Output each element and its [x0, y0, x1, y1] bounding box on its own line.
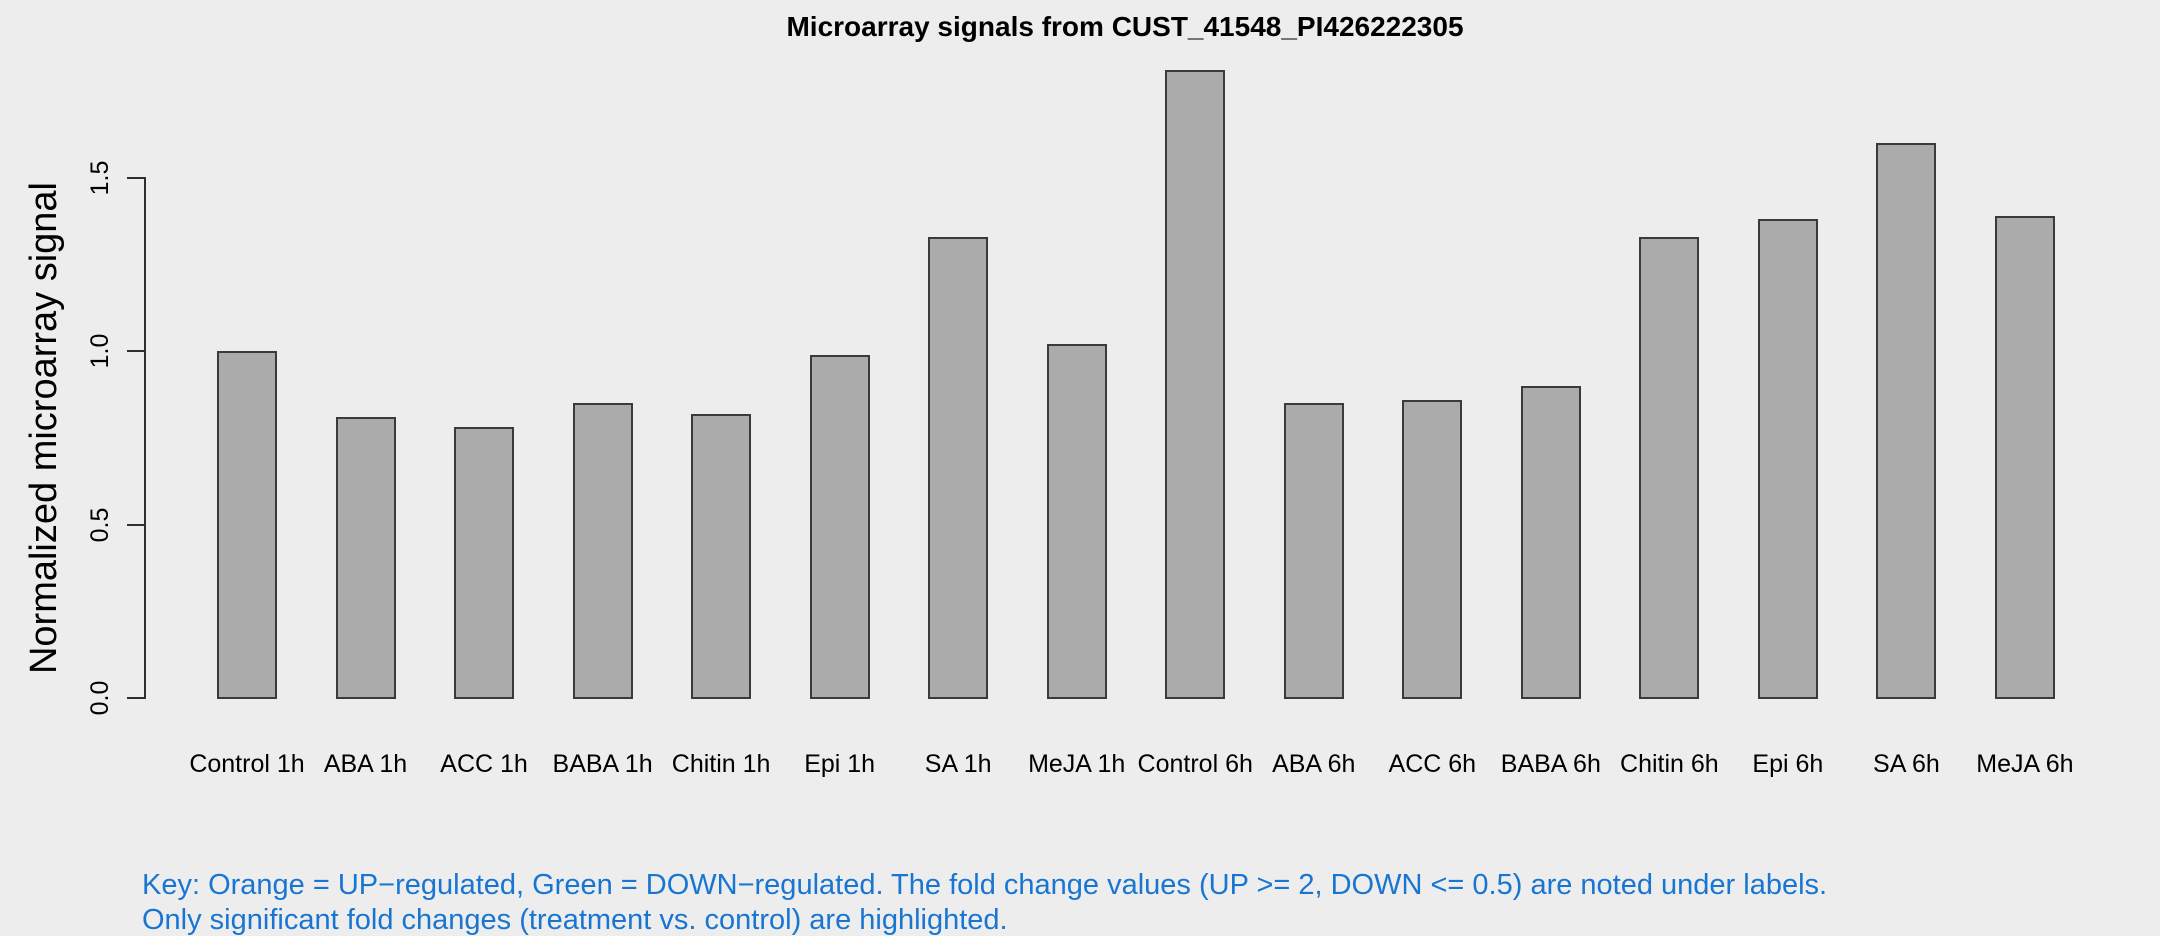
bar-control-1h — [217, 351, 277, 699]
x-tick-label-aba-6h: ABA 6h — [1272, 750, 1356, 778]
bar-chitin-1h — [691, 413, 752, 699]
bar-acc-1h — [454, 427, 515, 699]
bar-sa-1h — [928, 236, 989, 699]
bar-baba-1h — [572, 403, 633, 699]
bar-control-6h — [1165, 70, 1226, 699]
x-tick-label-baba-1h: BABA 1h — [552, 750, 653, 778]
x-tick-label-chitin-6h: Chitin 6h — [1620, 750, 1719, 778]
x-tick-label-control-6h: Control 6h — [1137, 750, 1253, 778]
y-tick-label-1.5: 1.5 — [86, 160, 114, 196]
bar-aba-6h — [1283, 403, 1344, 699]
x-tick-label-chitin-1h: Chitin 1h — [671, 750, 771, 778]
x-tick-label-sa-1h: SA 1h — [924, 750, 992, 778]
bar-meja-6h — [1994, 215, 2055, 699]
x-tick-label-meja-6h: MeJA 6h — [1976, 750, 2074, 778]
bar-epi-1h — [809, 354, 870, 699]
x-tick-label-acc-6h: ACC 6h — [1388, 750, 1477, 778]
bar-baba-6h — [1520, 385, 1581, 699]
key-text-line-1: Key: Orange = UP−regulated, Green = DOWN… — [142, 869, 1828, 901]
x-tick-label-acc-1h: ACC 1h — [440, 750, 528, 778]
x-tick-label-sa-6h: SA 6h — [1873, 750, 1940, 778]
bar-sa-6h — [1876, 143, 1937, 699]
y-tick-label-1.0: 1.0 — [86, 333, 114, 369]
x-tick-label-epi-6h: Epi 6h — [1752, 750, 1824, 778]
y-tick-mark-0.0 — [127, 697, 145, 699]
bar-acc-6h — [1402, 399, 1463, 699]
key-text-line-2: Only significant fold changes (treatment… — [142, 904, 1008, 936]
bar-meja-1h — [1046, 344, 1107, 699]
chart-title: Microarray signals from CUST_41548_PI426… — [786, 11, 1464, 42]
y-tick-mark-1.5 — [127, 176, 145, 179]
x-tick-label-baba-6h: BABA 6h — [1500, 750, 1601, 778]
y-tick-mark-0.5 — [127, 523, 145, 526]
y-axis-label: Normalized microarray signal — [23, 181, 65, 675]
x-tick-label-aba-1h: ABA 1h — [323, 750, 408, 778]
y-tick-label-0.0: 0.0 — [86, 680, 114, 716]
x-tick-label-epi-1h: Epi 1h — [804, 750, 876, 778]
bar-chitin-6h — [1639, 236, 1700, 699]
x-tick-label-meja-1h: MeJA 1h — [1028, 750, 1126, 778]
bar-aba-1h — [335, 417, 396, 699]
y-tick-label-0.5: 0.5 — [86, 507, 114, 542]
x-tick-label-control-1h: Control 1h — [189, 750, 305, 778]
bar-epi-6h — [1757, 219, 1818, 699]
y-tick-mark-1.0 — [127, 350, 145, 353]
y-axis-line — [144, 176, 146, 699]
